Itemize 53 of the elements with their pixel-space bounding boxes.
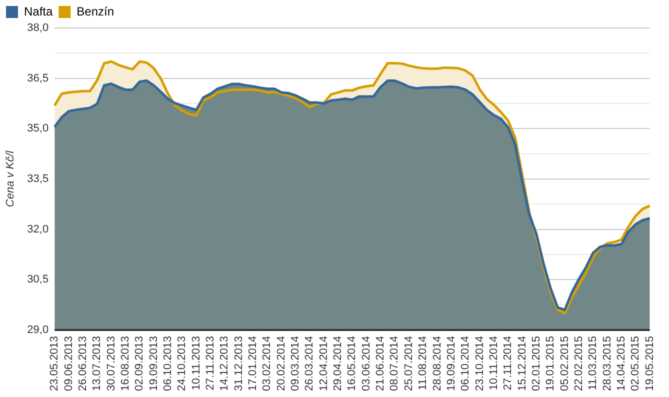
x-tick-label: 17.01.2014 [247,336,260,392]
x-tick-label: 24.10.2013 [176,336,188,392]
x-tick-label: 09.03.2014 [290,336,302,392]
x-tick-label: 19.09.2014 [445,336,458,392]
x-tick-label: 06.10.2014 [460,336,472,392]
x-tick-label: 28.08.2014 [431,336,444,392]
x-tick-label: 26.06.2013 [76,336,89,392]
x-tick-label: 14.12.2013 [218,336,231,392]
y-tick-label: 29,0 [27,324,49,336]
x-tick-label: 23.10.2014 [474,336,486,392]
x-tick-label: 28.03.2015 [601,336,614,392]
x-tick-label: 27.11.2014 [502,336,514,390]
x-tick-label: 02.09.2013 [134,336,146,392]
y-tick-label: 38,0 [27,22,49,34]
y-tick-label: 36,5 [27,72,49,84]
y-tick-label: 32,0 [27,223,49,236]
x-tick-label: 09.06.2013 [62,336,75,392]
x-tick-label: 23.05.2013 [48,336,61,392]
x-tick-label: 22.02.2015 [572,336,585,392]
x-tick-label: 16.05.2014 [346,336,358,392]
x-tick-label: 02.05.2015 [630,336,642,392]
x-tick-label: 08.07.2014 [388,336,401,392]
x-tick-label: 02.01.2015 [530,336,542,392]
x-tick-label: 29.04.2014 [332,336,344,392]
x-tick-label: 20.02.2014 [275,336,288,392]
x-tick-label: 03.02.2014 [261,336,274,392]
y-tick-label: 33,5 [27,173,49,186]
y-tick-label: 30,5 [27,274,49,286]
x-tick-label: 27.11.2013 [204,336,217,390]
x-tick-label: 19.09.2013 [148,336,160,392]
x-tick-label: 19.01.2015 [544,336,557,392]
x-tick-label: 31.12.2013 [232,336,245,392]
x-tick-label: 06.10.2013 [162,336,174,392]
x-tick-label: 26.03.2014 [304,336,316,392]
x-tick-label: 13.07.2013 [91,336,104,392]
legend-label: Benzín [76,4,114,18]
x-tick-label: 11.03.2015 [587,336,600,390]
y-tick-label: 35,0 [27,122,49,135]
x-tick-label: 30.07.2013 [105,336,118,392]
x-tick-label: 25.07.2014 [402,336,415,392]
x-tick-label: 15.12.2014 [516,336,528,392]
x-tick-label: 11.08.2014 [417,336,430,390]
legend-label: Nafta [24,4,54,18]
x-tick-label: 10.11.2014 [488,336,500,390]
x-tick-label: 05.02.2015 [558,336,571,392]
x-tick-label: 14.04.2015 [615,336,628,392]
x-tick-label: 10.11.2013 [190,336,202,390]
x-tick-label: 21.06.2014 [374,336,387,392]
x-tick-label: 19.05.2015 [644,336,656,392]
y-axis-title: Cena v Kč/l [4,150,17,208]
x-tick-label: 16.08.2013 [119,336,132,392]
x-tick-label: 03.06.2014 [360,336,372,392]
x-tick-label: 12.04.2014 [318,336,330,392]
